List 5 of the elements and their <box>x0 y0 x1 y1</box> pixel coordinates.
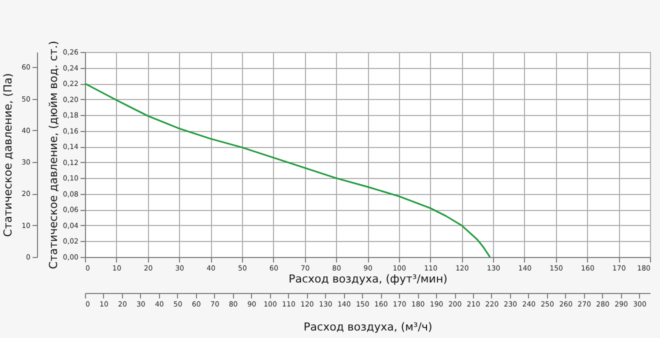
line-series <box>84 82 491 258</box>
y-axis-title: Статическое давление, (дюйм вод. ст.) <box>46 40 60 270</box>
y2-axis-title: Статическое давление, (Па) <box>2 73 15 237</box>
x-axis-title: Расход воздуха, (фут³/мин) <box>288 272 448 286</box>
x2-axis-title: Расход воздуха, (м³/ч) <box>304 320 432 334</box>
